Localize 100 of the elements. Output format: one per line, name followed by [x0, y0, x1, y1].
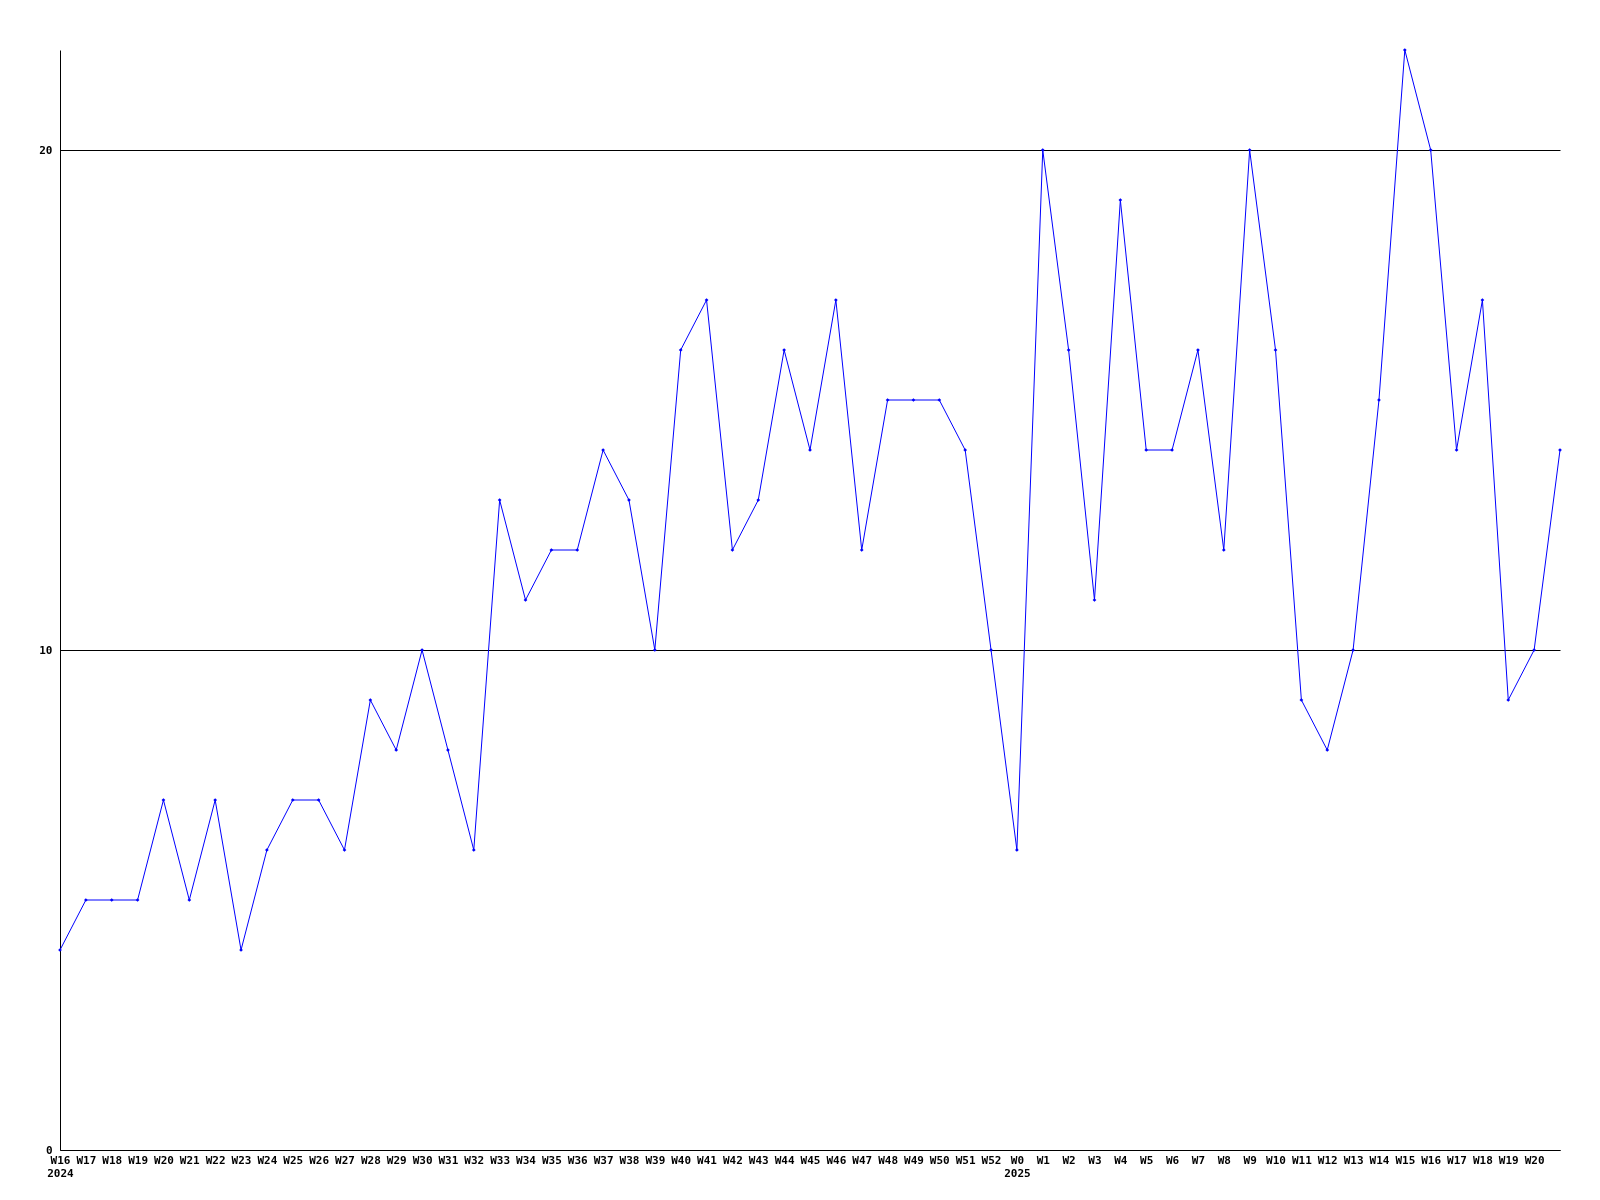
point — [652, 648, 657, 652]
x-tick-label: W43 — [748, 1153, 769, 1167]
x-tick-label: W33 — [490, 1153, 511, 1167]
x-tick-label: W25 — [283, 1153, 304, 1167]
point — [1118, 198, 1123, 202]
x-tick-label: W49 — [904, 1153, 924, 1167]
point — [83, 898, 88, 902]
point — [1066, 348, 1071, 352]
point — [1428, 148, 1433, 152]
point — [497, 498, 502, 502]
x-tick-label: W44 — [774, 1153, 795, 1167]
point — [704, 298, 709, 302]
x-tick-label: W5 — [1140, 1153, 1154, 1167]
point — [885, 398, 890, 402]
point — [1144, 448, 1149, 452]
x-tick-label: W46 — [826, 1153, 847, 1167]
x-tick-label: W31 — [438, 1153, 459, 1167]
point — [575, 548, 580, 552]
x-tick-label: W22 — [205, 1153, 226, 1167]
point — [1325, 748, 1330, 752]
point — [1506, 698, 1511, 702]
x-tick-label: W21 — [179, 1153, 201, 1167]
x-tick-label: W34 — [516, 1153, 537, 1167]
point — [678, 348, 683, 352]
point — [1402, 48, 1407, 52]
x-tick-label: W42 — [722, 1153, 743, 1167]
point — [859, 548, 864, 552]
y-tick-label: 10 — [39, 643, 53, 657]
point — [911, 398, 916, 402]
x-tick-label: W19 — [128, 1153, 149, 1167]
x-tick-label: W27 — [335, 1153, 355, 1167]
x-tick-label: W47 — [852, 1153, 873, 1167]
point — [368, 698, 373, 702]
x-tick-label: W38 — [619, 1153, 640, 1167]
x-tick-label: W8 — [1217, 1153, 1231, 1167]
x-tick-label: W11 — [1291, 1153, 1313, 1167]
x-tick-label: W14 — [1369, 1153, 1390, 1167]
point — [1454, 448, 1459, 452]
x-tick-label: W30 — [412, 1153, 433, 1167]
point — [161, 798, 166, 802]
x-tick-label: W24 — [257, 1153, 278, 1167]
x-tick-label: W45 — [800, 1153, 821, 1167]
x-tick-label: W23 — [231, 1153, 252, 1167]
x-tick-label: W32 — [464, 1153, 485, 1167]
line-series — [58, 48, 1562, 952]
x-tick-label: W41 — [697, 1153, 718, 1167]
x-tick-label: W26 — [309, 1153, 330, 1167]
x-tick-label: W20 — [154, 1153, 174, 1167]
x-tick-label: W18 — [1472, 1153, 1493, 1167]
y-tick-label: 20 — [39, 143, 53, 157]
x-tick-label: W50 — [929, 1153, 950, 1167]
x-tick-label: W36 — [567, 1153, 589, 1167]
point — [1221, 548, 1226, 552]
x-tick-label: W3 — [1088, 1153, 1102, 1167]
point — [756, 498, 761, 502]
point — [1299, 698, 1304, 702]
x-tick-label: W18 — [102, 1153, 123, 1167]
x-tick-label: W12 — [1317, 1153, 1338, 1167]
point — [833, 298, 838, 302]
x-tick-label: W10 — [1266, 1153, 1286, 1167]
x-tick-label: W2 — [1062, 1153, 1076, 1167]
x-tick-label: W28 — [360, 1153, 381, 1167]
x-tick-label: W0 2025 — [1004, 1153, 1031, 1180]
x-tick-label: W7 — [1191, 1153, 1206, 1167]
x-tick-label: W1 — [1036, 1153, 1051, 1167]
x-tick-label: W39 — [645, 1153, 666, 1167]
point — [523, 598, 528, 602]
point — [937, 398, 942, 402]
point — [1247, 148, 1252, 152]
x-tick-label: W35 — [541, 1153, 562, 1167]
point — [549, 548, 554, 552]
point — [1092, 598, 1097, 602]
x-tick-label: W19 — [1498, 1153, 1519, 1167]
point — [963, 448, 968, 452]
x-tick-label: W15 — [1395, 1153, 1416, 1167]
point — [730, 548, 735, 552]
point — [135, 898, 140, 902]
point — [1273, 348, 1278, 352]
x-tick-label: W40 — [671, 1153, 692, 1167]
point — [471, 848, 476, 852]
x-tick-label: W16 — [1421, 1153, 1442, 1167]
point — [109, 898, 114, 902]
x-tick-label: W4 — [1114, 1153, 1128, 1167]
point — [316, 798, 321, 802]
x-tick-label: W20 — [1524, 1153, 1545, 1167]
point — [1480, 298, 1485, 302]
x-tick-label: W51 — [955, 1153, 976, 1167]
x-tick-label: W48 — [878, 1153, 899, 1167]
point — [290, 798, 295, 802]
point — [1040, 148, 1045, 152]
x-tick-label: W37 — [593, 1153, 614, 1167]
point — [342, 848, 347, 852]
x-tick-label: W17 — [76, 1153, 97, 1167]
x-tick-label: W9 — [1243, 1153, 1257, 1167]
point — [394, 748, 399, 752]
x-tick-label: W6 — [1165, 1153, 1180, 1167]
point — [187, 898, 192, 902]
x-tick-label: W29 — [386, 1153, 407, 1167]
x-tick-label: W17 — [1447, 1153, 1467, 1167]
x-tick-label: W52 — [981, 1153, 1002, 1167]
